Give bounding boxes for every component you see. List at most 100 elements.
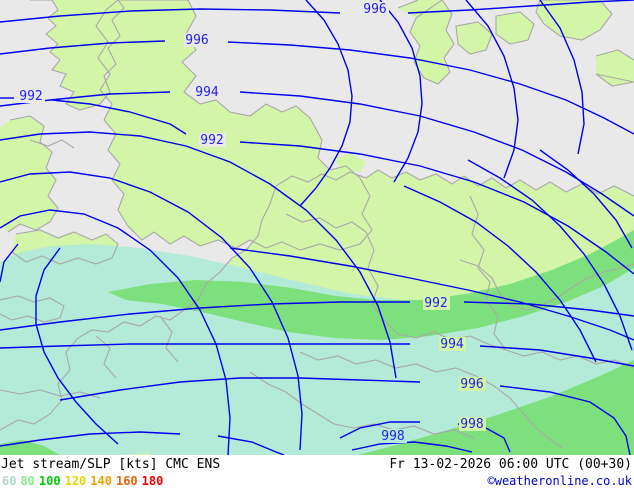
isobar-998-left-right: [217, 435, 285, 455]
svg-text:992: 992: [19, 89, 42, 104]
land-denmark-isles: [456, 22, 492, 54]
isobar-nl-diag: [299, 0, 353, 207]
border-italy-north: [249, 371, 335, 425]
coastline-brittany: [0, 295, 65, 323]
forecast-timestamp: Fr 13-02-2026 06:00 UTC (00+30): [389, 457, 632, 472]
isobar-label: 996: [459, 377, 486, 392]
isobar-996-top: [0, 8, 341, 23]
legend-step-60: 60: [2, 474, 17, 488]
legend-step-140: 140: [90, 474, 112, 488]
svg-text:996: 996: [363, 2, 386, 17]
border-poland-north: [543, 263, 634, 305]
isobar-low-center: [0, 243, 19, 283]
isobar-994-ger: [0, 343, 410, 349]
isobar-extra-2: [0, 171, 303, 451]
border-germany-west: [365, 231, 385, 321]
isobar-se-diag2: [539, 0, 585, 155]
svg-text:996: 996: [460, 377, 483, 392]
coastline-continental-north: [275, 169, 634, 197]
land-sweden-south: [536, 0, 612, 40]
isobar-996-b-right: [227, 41, 634, 135]
border-czech: [459, 259, 545, 311]
isobar-label-layer: 996 996 994 992 992 992 994 996 998: [18, 2, 486, 444]
isobar-992-right: [239, 141, 634, 275]
isobar-label: 992: [18, 89, 45, 104]
legend-step-180: 180: [141, 474, 164, 488]
border-alps-2: [383, 319, 507, 351]
copyright-credit: ©weatheronline.co.uk: [487, 474, 633, 488]
isobar-label: 992: [423, 296, 450, 311]
coastline-baltic-isle: [595, 49, 634, 87]
coastline-scotland: [30, 0, 125, 111]
legend-step-100: 100: [38, 474, 61, 488]
isobar-994-right: [239, 91, 634, 217]
isobar-998-left: [0, 431, 181, 447]
isobar-996-ger-right: [499, 385, 631, 455]
isobar-992-left2: [51, 99, 187, 135]
map-graphic[interactable]: 996 996 994 992 992 992 994 996 998: [0, 0, 634, 455]
border-balkans: [475, 375, 563, 449]
svg-text:992: 992: [424, 296, 447, 311]
svg-text:992: 992: [200, 133, 223, 148]
isobar-extra-3: [0, 209, 231, 455]
jet-band-80kts: [108, 230, 634, 340]
border-germany-east: [469, 195, 507, 351]
coastline-ireland: [7, 115, 59, 233]
legend-step-120: 120: [64, 474, 87, 488]
isobar-label: 998: [459, 417, 486, 432]
svg-text:994: 994: [440, 337, 464, 352]
isobar-label: 996: [184, 33, 211, 48]
isobar-ger-upper-1: [229, 247, 634, 341]
isobar-extra-4: [35, 247, 119, 445]
isobar-label: 994: [194, 85, 221, 100]
isobar-extra-1: [0, 131, 397, 379]
isobar-label: 996: [362, 2, 389, 17]
border-italy-adriatic: [333, 423, 475, 439]
isobar-996-b: [0, 40, 166, 55]
isobar-998-right: [339, 421, 420, 439]
coastline-sweden: [535, 0, 613, 41]
isobar-994-ger-right: [479, 345, 634, 367]
isobar-ger-upper-2: [403, 185, 597, 363]
svg-text:996: 996: [185, 33, 208, 48]
svg-text:998: 998: [460, 417, 483, 432]
footer-bar: Jet stream/SLP [kts] CMC ENS Fr 13-02-20…: [0, 455, 634, 490]
svg-text:994: 994: [195, 85, 219, 100]
border-hungary: [505, 349, 634, 369]
coastline-ireland-south: [11, 229, 119, 265]
isobar-998-right-lower: [351, 441, 473, 453]
legend-step-160: 160: [115, 474, 138, 488]
isobar-label: 992: [199, 133, 226, 148]
land-baltic-isle: [596, 50, 634, 86]
border-france-inner-1: [159, 315, 179, 363]
coastline-denmark: [397, 0, 455, 85]
jet-band-80kts-lower: [358, 360, 634, 455]
land-denmark-isles2: [496, 12, 534, 44]
coastline-denmark-isles2: [495, 11, 535, 45]
isobar-996-ger: [59, 377, 421, 401]
jet-stream-speed-scale: 60 80 100 120 140 160 180: [2, 474, 167, 488]
isobar-label: 998: [380, 429, 407, 444]
isobar-992-ger-right: [463, 301, 634, 317]
border-alps: [299, 351, 477, 377]
border-ireland-ni: [29, 139, 75, 149]
isobar-ger-upper-3: [467, 159, 633, 351]
border-france-belgium: [285, 213, 367, 233]
svg-text:998: 998: [381, 429, 404, 444]
isobar-layer: [0, 0, 634, 455]
isobar-label: 994: [439, 337, 466, 352]
border-spain-pyrenees: [0, 389, 101, 399]
coastline-denmark-isles: [455, 21, 493, 55]
product-title: Jet stream/SLP [kts] CMC ENS: [1, 457, 221, 472]
isobar-dk-diag: [379, 0, 423, 183]
map-canvas[interactable]: 996 996 994 992 992 992 994 996 998: [0, 0, 634, 455]
coastline-britain: [95, 0, 373, 251]
isobar-se-diag: [465, 0, 519, 179]
jet-stream-layer: [0, 230, 634, 455]
legend-step-80: 80: [20, 474, 35, 488]
isobar-996-top-right: [407, 0, 634, 14]
border-france-inner-2: [95, 335, 117, 379]
land-denmark: [398, 0, 454, 84]
isobar-992-ger: [0, 301, 410, 331]
